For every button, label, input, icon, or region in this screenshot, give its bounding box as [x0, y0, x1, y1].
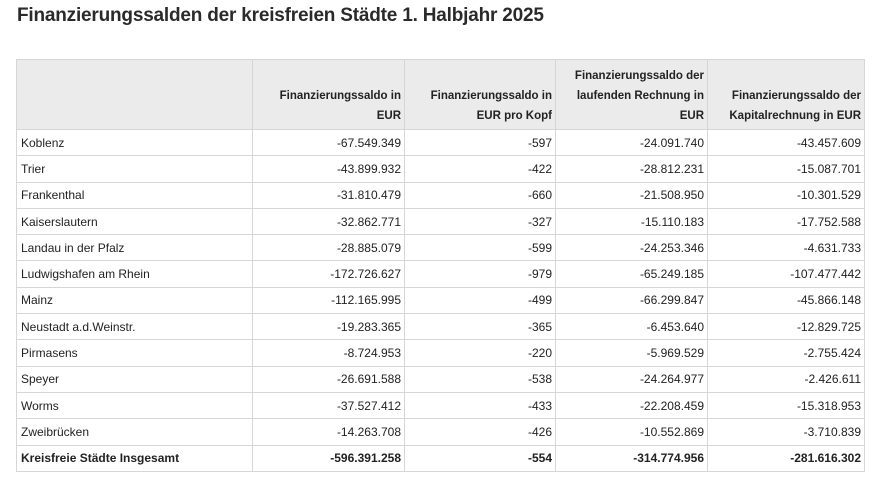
table-row: Koblenz -67.549.349 -597 -24.091.740 -43.457…	[16, 128, 865, 157]
value-cell: -426	[404, 418, 556, 446]
value-cell: -422	[404, 155, 556, 183]
value-cell: -19.283.365	[252, 313, 405, 341]
table-row: Neustadt a.d.Weinstr. -19.283.365 -365 -6.4…	[16, 313, 865, 341]
value-cell: -24.253.346	[555, 234, 708, 262]
value-cell: -12.829.725	[707, 313, 865, 341]
table-row: Ludwigshafen am Rhein -172.726.627 -979 -65…	[16, 260, 865, 288]
value-cell: -37.527.412	[252, 391, 405, 420]
value-cell: -24.091.740	[555, 128, 708, 157]
value-cell: -21.508.950	[555, 181, 708, 209]
table-row: Worms -37.527.412 -433 -22.208.459 -15.318.9…	[16, 391, 865, 420]
value-cell: -433	[404, 391, 556, 420]
value-cell: -32.862.771	[252, 207, 405, 236]
value-cell: -4.631.733	[707, 234, 865, 262]
city-name: Zweibrücken	[16, 418, 253, 446]
value-cell: -15.318.953	[707, 391, 865, 420]
value-cell: -314.774.956	[555, 444, 708, 472]
column-header: Finanzierungssaldo der laufenden Rechnun…	[555, 59, 708, 130]
value-cell: -2.426.611	[707, 365, 865, 393]
value-cell: -220	[404, 339, 556, 367]
column-header	[16, 59, 253, 130]
value-cell: -554	[404, 444, 556, 472]
value-cell: -2.755.424	[707, 339, 865, 367]
city-name: Frankenthal	[16, 181, 253, 209]
value-cell: -10.301.529	[707, 181, 865, 209]
city-name: Landau in der Pfalz	[16, 234, 253, 262]
value-cell: -112.165.995	[252, 286, 405, 315]
value-cell: -65.249.185	[555, 260, 708, 288]
total-row: Kreisfreie Städte Insgesamt -596.391.258-…	[16, 444, 865, 472]
city-name: Trier	[16, 155, 253, 183]
table-row: Trier -43.899.932 -422 -28.812.231 -15.087.7…	[16, 155, 865, 183]
city-name: Worms	[16, 391, 253, 420]
value-cell: -26.691.588	[252, 365, 405, 393]
value-cell: -660	[404, 181, 556, 209]
value-cell: -43.457.609	[707, 128, 865, 157]
value-cell: -45.866.148	[707, 286, 865, 315]
value-cell: -499	[404, 286, 556, 315]
value-cell: -22.208.459	[555, 391, 708, 420]
table-row: Zweibrücken -14.263.708 -426 -10.552.869 -3.…	[16, 418, 865, 446]
value-cell: -365	[404, 313, 556, 341]
value-cell: -107.477.442	[707, 260, 865, 288]
value-cell: -24.264.977	[555, 365, 708, 393]
city-name: Pirmasens	[16, 339, 253, 367]
value-cell: -28.885.079	[252, 234, 405, 262]
value-cell: -281.616.302	[707, 444, 865, 472]
city-name: Ludwigshafen am Rhein	[16, 260, 253, 288]
city-name: Kreisfreie Städte Insgesamt	[16, 444, 253, 472]
city-name: Neustadt a.d.Weinstr.	[16, 313, 253, 341]
table-row: Speyer -26.691.588 -538 -24.264.977 -2.426.6…	[16, 365, 865, 393]
finance-table: Finanzierungssaldo in EUR Finanzierungssa…	[16, 59, 865, 472]
table-row: Pirmasens -8.724.953 -220 -5.969.529 -2.755.…	[16, 339, 865, 367]
value-cell: -597	[404, 128, 556, 157]
table-row: Frankenthal -31.810.479 -660 -21.508.950 -10…	[16, 181, 865, 209]
column-header: Finanzierungssaldo in EUR	[252, 59, 405, 130]
city-name: Speyer	[16, 365, 253, 393]
value-cell: -66.299.847	[555, 286, 708, 315]
value-cell: -28.812.231	[555, 155, 708, 183]
value-cell: -596.391.258	[252, 444, 405, 472]
value-cell: -15.110.183	[555, 207, 708, 236]
value-cell: -599	[404, 234, 556, 262]
table-row: Kaiserslautern -32.862.771 -327 -15.110.183…	[16, 207, 865, 236]
city-name: Mainz	[16, 286, 253, 315]
value-cell: -8.724.953	[252, 339, 405, 367]
city-name: Koblenz	[16, 128, 253, 157]
value-cell: -14.263.708	[252, 418, 405, 446]
city-name: Kaiserslautern	[16, 207, 253, 236]
value-cell: -979	[404, 260, 556, 288]
page-title: Finanzierungssalden der kreisfreien Städ…	[17, 5, 544, 26]
value-cell: -3.710.839	[707, 418, 865, 446]
value-cell: -10.552.869	[555, 418, 708, 446]
value-cell: -31.810.479	[252, 181, 405, 209]
header-row: Finanzierungssaldo in EUR Finanzierungssa…	[16, 59, 865, 130]
column-header: Finanzierungssaldo in EUR pro Kopf	[404, 59, 556, 130]
value-cell: -172.726.627	[252, 260, 405, 288]
value-cell: -327	[404, 207, 556, 236]
value-cell: -5.969.529	[555, 339, 708, 367]
value-cell: -67.549.349	[252, 128, 405, 157]
value-cell: -6.453.640	[555, 313, 708, 341]
value-cell: -43.899.932	[252, 155, 405, 183]
column-header: Finanzierungssaldo der Kapitalrechnung i…	[707, 59, 865, 130]
table-row: Mainz -112.165.995 -499 -66.299.847 -45.866.…	[16, 286, 865, 315]
value-cell: -538	[404, 365, 556, 393]
value-cell: -17.752.588	[707, 207, 865, 236]
table-row: Landau in der Pfalz -28.885.079 -599 -24.25…	[16, 234, 865, 262]
value-cell: -15.087.701	[707, 155, 865, 183]
